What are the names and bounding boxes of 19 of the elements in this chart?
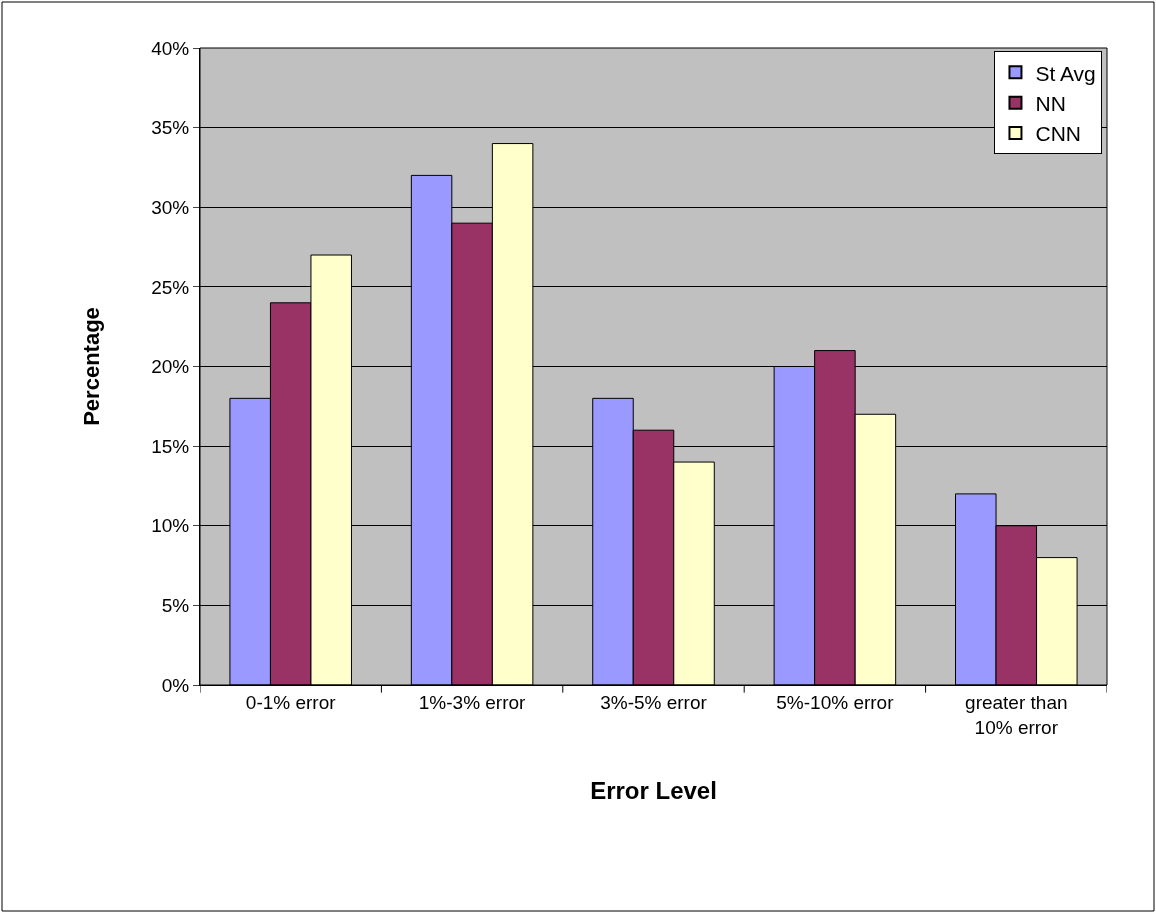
x-tick-label: 1%-3% error <box>418 691 527 713</box>
y-tick-label: 20% <box>151 356 190 378</box>
y-tick-label: 15% <box>151 435 190 457</box>
legend-label: NN <box>1035 91 1066 115</box>
x-tick-label: 0-1% error <box>245 691 337 713</box>
y-tick-label: 10% <box>151 515 190 537</box>
y-tick-label: 5% <box>161 595 190 617</box>
x-tick-label: 3%-5% error <box>600 691 708 713</box>
y-tick-label: 30% <box>151 196 190 218</box>
y-tick-label: 25% <box>151 276 190 298</box>
y-tick-label: 35% <box>151 117 190 139</box>
y-tick-label: 40% <box>151 37 190 59</box>
legend-label: CNN <box>1035 122 1081 146</box>
x-axis-title: Error Level <box>590 776 717 804</box>
y-axis-title: Percentage <box>78 307 104 426</box>
x-tick-label: greater than 10% error <box>965 691 1068 738</box>
x-tick-label: 5%-10% error <box>776 691 895 713</box>
legend-label: St Avg <box>1035 61 1096 85</box>
y-tick-label: 0% <box>161 674 190 696</box>
